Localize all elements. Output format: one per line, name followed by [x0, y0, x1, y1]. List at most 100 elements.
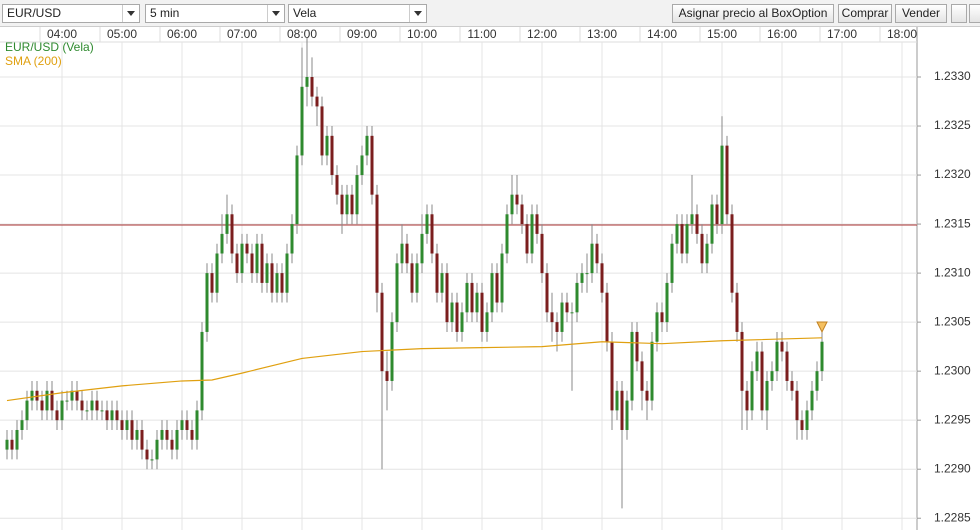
candle-body [690, 214, 694, 225]
candle-body [180, 420, 184, 430]
candle-body [330, 135, 334, 176]
x-tick-label: 05:00 [107, 27, 137, 41]
x-tick-label: 11:00 [467, 27, 496, 41]
candle-body [35, 390, 39, 401]
symbol-select[interactable]: EUR/USD [2, 4, 140, 23]
candle-body [730, 214, 734, 293]
candle-body [735, 292, 739, 332]
candle-body [630, 331, 634, 401]
candle-body [490, 273, 494, 313]
candle-body [130, 420, 134, 440]
price-marker [816, 321, 828, 334]
candle-body [65, 400, 69, 402]
candle-body [605, 292, 609, 342]
candle-body [805, 410, 809, 430]
candle-body [820, 341, 824, 372]
x-tick-label: 17:00 [827, 27, 857, 41]
y-tick-label: 1.2330 [934, 69, 971, 83]
candle-body [380, 292, 384, 372]
candle-body [125, 420, 129, 430]
candle-body [795, 390, 799, 421]
candle-body [450, 302, 454, 323]
candle-body [160, 429, 164, 440]
candle-body [400, 243, 404, 264]
candle-body [780, 341, 784, 352]
candle-body [440, 273, 444, 293]
candle-body [385, 371, 389, 381]
candle-body [370, 135, 374, 195]
candle-body [525, 224, 529, 254]
candle-body [785, 351, 789, 381]
candle-body [410, 263, 414, 293]
candle-body [5, 439, 9, 450]
candle-body [45, 390, 49, 411]
y-tick-label: 1.2320 [934, 167, 971, 181]
candle-body [560, 302, 564, 332]
candle-body [430, 214, 434, 254]
y-tick-label: 1.2305 [934, 314, 971, 328]
candle-body [185, 420, 189, 430]
candle-body [285, 253, 289, 293]
candle-body [475, 292, 479, 313]
style-select[interactable]: Vela [288, 4, 427, 23]
candle-body [300, 86, 304, 156]
candle-body [135, 429, 139, 440]
candle-body [445, 273, 449, 323]
y-tick-label: 1.2290 [934, 461, 971, 475]
candle-body [325, 135, 329, 156]
candle-body [345, 194, 349, 215]
candle-body [700, 233, 704, 264]
candle-body [500, 253, 504, 303]
buy-button[interactable]: Comprar [838, 4, 892, 23]
x-tick-label: 14:00 [647, 27, 677, 41]
interval-select[interactable]: 5 min [145, 4, 285, 23]
candle-body [625, 400, 629, 430]
candle-body [620, 390, 624, 430]
tool-button[interactable] [951, 4, 967, 23]
candle-body [740, 331, 744, 391]
candle-body [235, 253, 239, 274]
candle-body [315, 96, 319, 107]
candle-body [640, 361, 644, 391]
candle-body [255, 243, 259, 274]
boxoption-button[interactable]: Asignar precio al BoxOption [672, 4, 834, 23]
candle-body [680, 224, 684, 254]
candle-body [280, 273, 284, 293]
x-tick-label: 18:00 [887, 27, 917, 41]
candle-body [60, 400, 64, 421]
toolbar: EUR/USD 5 min Vela Asignar precio al Box… [0, 0, 980, 27]
chart: 04:00 05:00 06:00 07:00 08:00 09:00 10:00 11:00… [0, 27, 971, 530]
candle-body [110, 410, 114, 421]
candle-body [245, 243, 249, 254]
candle-body [260, 243, 264, 283]
candle-body [155, 439, 159, 460]
x-tick-label: 04:00 [47, 27, 77, 41]
candle-body [685, 224, 689, 254]
candle-body [435, 253, 439, 293]
candle-body [535, 214, 539, 234]
x-tick-label: 06:00 [167, 27, 197, 41]
candle-body [545, 273, 549, 313]
candle-body [350, 194, 354, 215]
legend-entry: SMA (200) [5, 54, 62, 68]
tool-button[interactable] [969, 4, 980, 23]
y-tick-label: 1.2325 [934, 118, 971, 132]
candle-body [765, 380, 769, 411]
sell-button[interactable]: Vender [895, 4, 947, 23]
y-tick-label: 1.2310 [934, 265, 971, 279]
candle-body [615, 390, 619, 411]
candle-body [465, 282, 469, 313]
candle-body [725, 145, 729, 215]
candle-body [405, 243, 409, 264]
candle-body [25, 400, 29, 421]
candle-body [15, 429, 19, 450]
candle-body [30, 390, 34, 401]
candle-body [175, 429, 179, 450]
x-tick-label: 07:00 [227, 27, 257, 41]
candle-body [195, 410, 199, 440]
candle-body [170, 439, 174, 450]
candle-body [190, 429, 194, 440]
candle-body [220, 233, 224, 254]
x-tick-label: 13:00 [587, 27, 617, 41]
